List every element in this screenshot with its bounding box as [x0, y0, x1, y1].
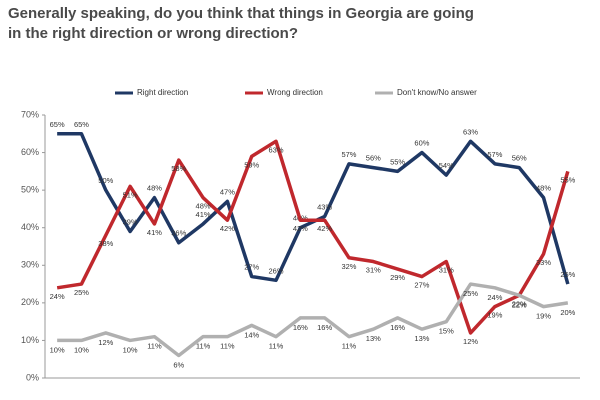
data-label: 25%	[463, 289, 478, 298]
chart-title: in the right direction or wrong directio…	[8, 25, 298, 42]
y-tick-label: 0%	[26, 372, 39, 382]
data-label: 51%	[123, 190, 138, 199]
data-label: 29%	[390, 273, 405, 282]
data-label: 16%	[293, 323, 308, 332]
data-label: 33%	[536, 258, 551, 267]
legend-label: Wrong direction	[267, 88, 323, 97]
data-label: 57%	[341, 150, 356, 159]
data-label: 26%	[269, 266, 284, 275]
data-label: 11%	[196, 342, 211, 351]
data-label: 10%	[123, 345, 138, 354]
chart-title: Generally speaking, do you think that th…	[8, 5, 474, 22]
data-label: 15%	[439, 327, 454, 336]
data-label: 60%	[414, 139, 429, 148]
data-label: 38%	[98, 239, 113, 248]
data-label: 65%	[50, 120, 65, 129]
data-label: 48%	[536, 184, 551, 193]
data-label: 42%	[317, 224, 332, 233]
data-label: 39%	[123, 217, 138, 226]
data-label: 25%	[560, 270, 575, 279]
y-tick-label: 40%	[21, 222, 39, 232]
data-label: 32%	[341, 262, 356, 271]
series-line	[57, 132, 570, 285]
y-tick-label: 70%	[21, 109, 39, 119]
data-label: 56%	[366, 154, 381, 163]
y-tick-label: 50%	[21, 185, 39, 195]
data-label: 11%	[220, 342, 235, 351]
data-label: 55%	[390, 157, 405, 166]
data-label: 63%	[463, 127, 478, 136]
data-label: 10%	[50, 345, 65, 354]
data-label: 42%	[293, 224, 308, 233]
data-label: 31%	[366, 266, 381, 275]
data-label: 14%	[244, 330, 259, 339]
data-label: 19%	[536, 312, 551, 321]
data-label: 6%	[173, 360, 184, 369]
data-label: 22%	[512, 299, 527, 308]
data-label: 12%	[98, 338, 113, 347]
data-label: 36%	[171, 229, 186, 238]
data-label: 57%	[487, 150, 502, 159]
y-tick-label: 30%	[21, 260, 39, 270]
data-label: 25%	[74, 288, 89, 297]
data-label: 11%	[147, 342, 162, 351]
series-line	[57, 282, 569, 358]
data-label: 24%	[487, 293, 502, 302]
series-line	[56, 139, 570, 335]
data-label: 16%	[390, 323, 405, 332]
data-label: 47%	[220, 187, 235, 196]
y-tick-label: 60%	[21, 147, 39, 157]
data-label: 50%	[98, 176, 113, 185]
data-label: 27%	[244, 263, 259, 272]
y-tick-label: 20%	[21, 297, 39, 307]
data-label: 41%	[196, 210, 211, 219]
data-label: 10%	[74, 345, 89, 354]
legend-label: Right direction	[137, 88, 188, 97]
data-label: 19%	[487, 311, 502, 320]
data-label: 13%	[414, 334, 429, 343]
data-label: 24%	[50, 292, 65, 301]
data-label: 13%	[366, 334, 381, 343]
data-label: 55%	[560, 175, 575, 184]
data-label: 43%	[317, 202, 332, 211]
data-label: 48%	[196, 202, 211, 211]
data-label: 54%	[439, 161, 454, 170]
data-label: 58%	[171, 164, 186, 173]
data-label: 48%	[147, 184, 162, 193]
data-label: 41%	[147, 228, 162, 237]
data-label: 27%	[414, 281, 429, 290]
data-label: 12%	[463, 337, 478, 346]
data-label: 22%	[512, 300, 527, 309]
data-label: 56%	[512, 154, 527, 163]
data-label: 63%	[269, 145, 284, 154]
data-label: 42%	[220, 224, 235, 233]
data-label: 11%	[269, 342, 284, 351]
y-tick-label: 10%	[21, 335, 39, 345]
data-label: 31%	[439, 266, 454, 275]
legend-label: Don't know/No answer	[397, 88, 477, 97]
data-label: 65%	[74, 120, 89, 129]
data-label: 16%	[317, 323, 332, 332]
data-label: 59%	[244, 160, 259, 169]
data-label: 20%	[560, 308, 575, 317]
data-label: 11%	[342, 342, 357, 351]
